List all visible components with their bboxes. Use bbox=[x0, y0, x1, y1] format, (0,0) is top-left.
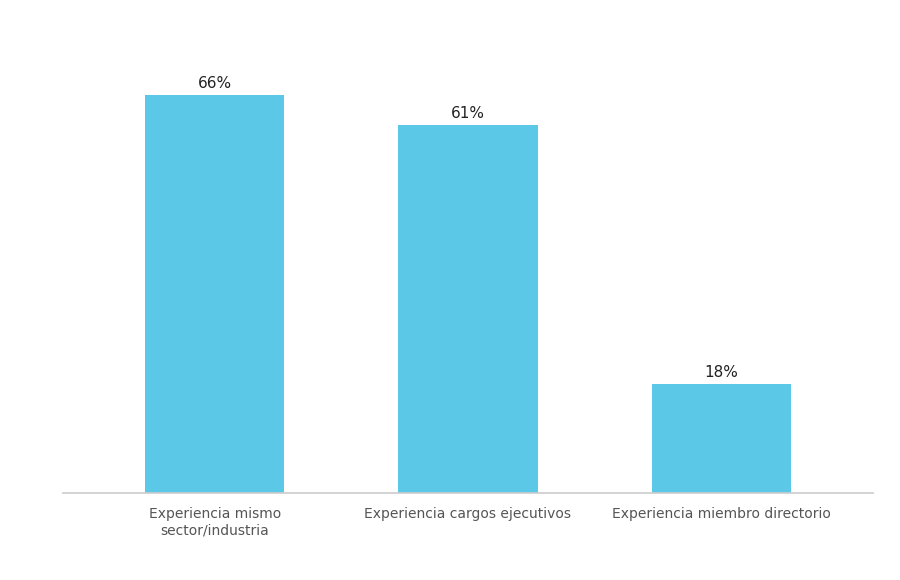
Text: 18%: 18% bbox=[704, 365, 738, 380]
Bar bbox=[145, 95, 284, 493]
Bar bbox=[652, 385, 791, 493]
Text: 61%: 61% bbox=[451, 106, 485, 121]
Bar bbox=[399, 125, 537, 493]
Text: 66%: 66% bbox=[198, 75, 232, 90]
